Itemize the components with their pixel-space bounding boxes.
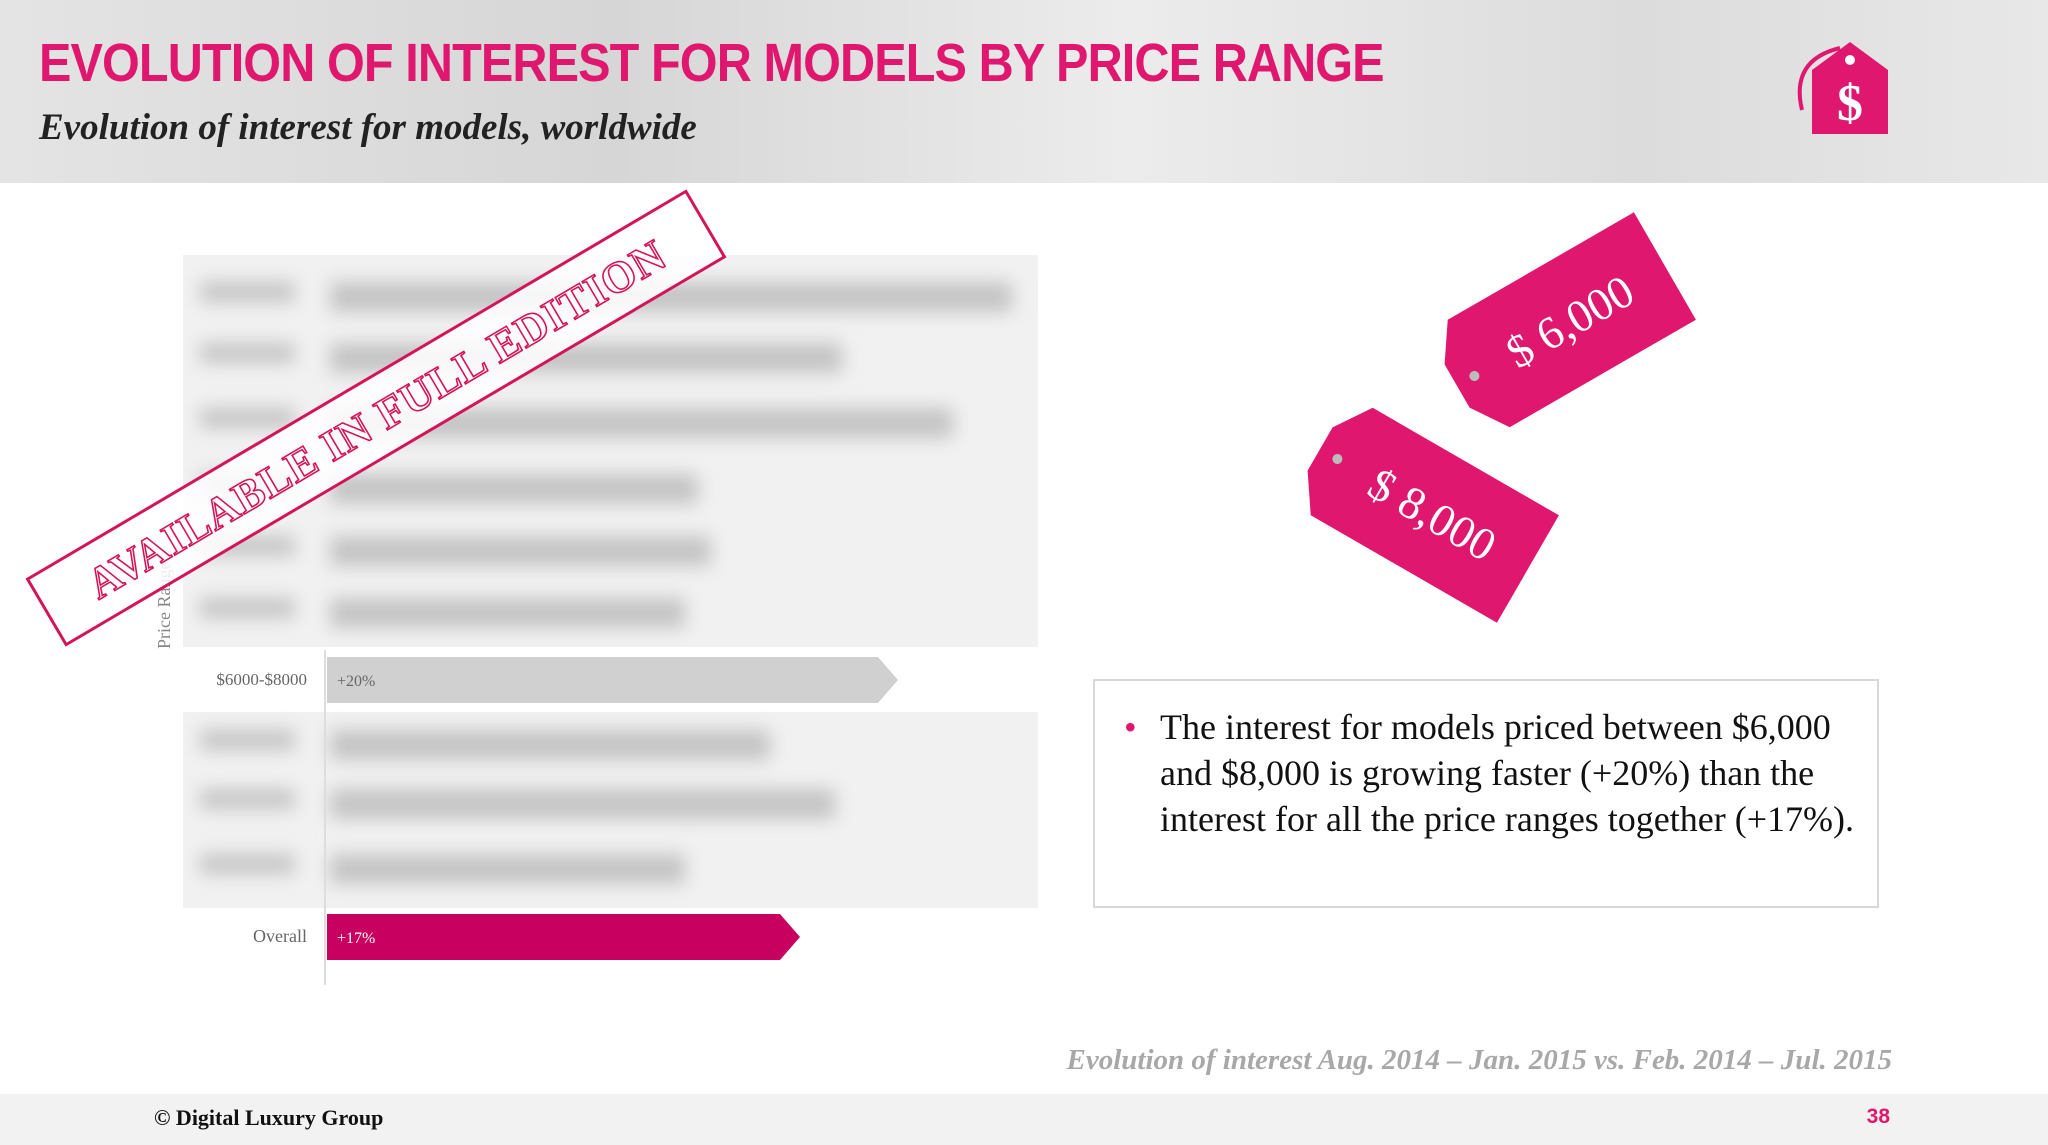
bar-label: +20% — [337, 673, 375, 690]
row-label: Overall — [253, 926, 307, 946]
copyright: © Digital Luxury Group — [154, 1105, 384, 1130]
bar — [327, 914, 800, 960]
subtitle: Evolution of interest for models, worldw… — [39, 107, 697, 148]
note-box — [1093, 679, 1879, 908]
row-label: $6000-$8000 — [216, 670, 307, 689]
bar — [327, 657, 898, 703]
header-band — [0, 0, 2048, 183]
blurred-chart — [183, 255, 1038, 908]
page-number: 38 — [1866, 1105, 1890, 1128]
price-tag: $ 8,000 — [1307, 407, 1559, 623]
svg-text:$: $ — [1837, 75, 1863, 132]
note-text: The interest for models priced between $… — [1160, 707, 1855, 839]
bar-label: +17% — [337, 930, 375, 947]
price-tag: $ 6,000 — [1444, 212, 1696, 428]
source: Evolution of interest Aug. 2014 – Jan. 2… — [1066, 1044, 1893, 1076]
logo: $ — [1797, 42, 1888, 134]
footer-band — [0, 1094, 2048, 1145]
bullet: • — [1124, 707, 1137, 747]
title: EVOLUTION OF INTEREST FOR MODELS BY PRIC… — [39, 33, 1385, 93]
